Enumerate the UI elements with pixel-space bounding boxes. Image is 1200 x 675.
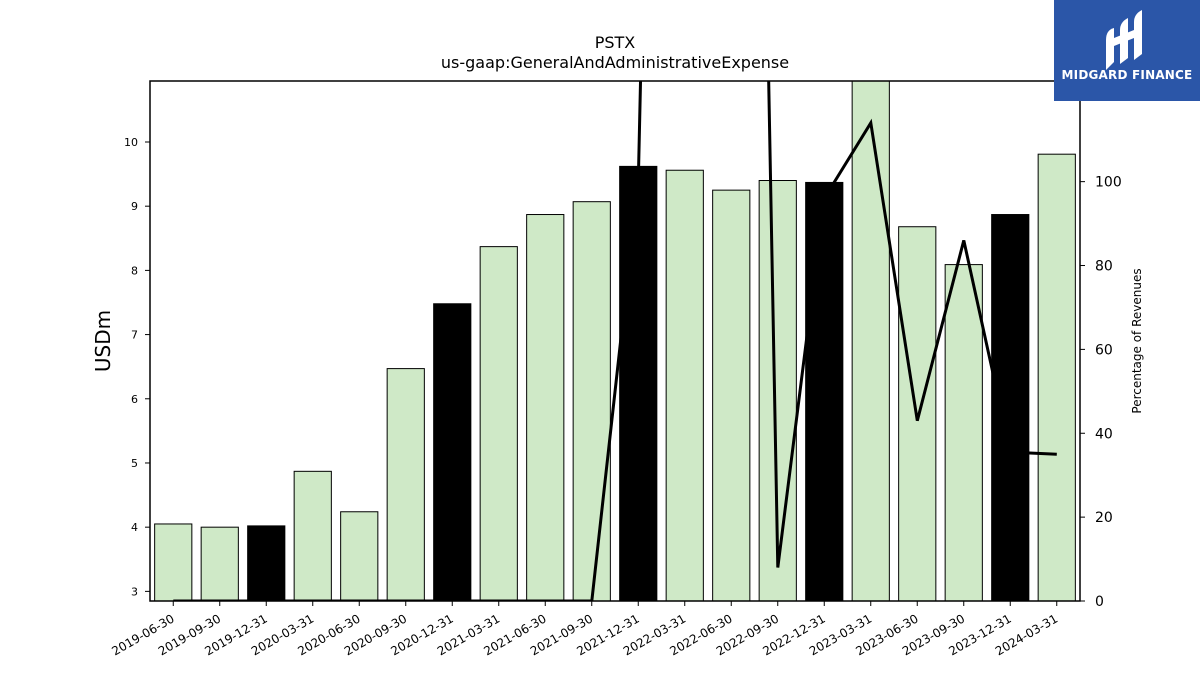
bar-2023-09-30: [944, 264, 983, 601]
y2-axis-label: Percentage of Revenues: [1130, 268, 1144, 413]
bar-2021-06-30: [526, 214, 565, 601]
bar-2023-12-31: [991, 214, 1030, 601]
y-tick-label: 6: [131, 393, 138, 406]
bar-2020-12-31: [433, 303, 472, 601]
midgard-finance-logo: MIDGARD FINANCE: [1054, 0, 1200, 101]
bar-2021-09-30: [572, 201, 611, 601]
y-tick-label: 4: [131, 521, 138, 534]
y-tick-label: 7: [131, 329, 138, 342]
y2-tick-label: 40: [1095, 426, 1113, 442]
bar-2022-12-31: [805, 181, 844, 601]
bar-2024-03-31: [1037, 153, 1076, 601]
bar-2021-03-31: [479, 246, 518, 601]
bar-2020-03-31: [293, 470, 332, 601]
y2-tick-label: 60: [1095, 342, 1113, 358]
revenue-percentage-line: [173, 81, 1057, 601]
y-tick-label: 10: [124, 136, 138, 149]
y-tick-label: 3: [131, 585, 138, 598]
bar-2019-12-31: [247, 525, 286, 601]
bar-2022-03-31: [665, 169, 704, 601]
plot-frame: [149, 80, 1081, 602]
chart-subtitle: us-gaap:GeneralAndAdministrativeExpense: [441, 53, 789, 72]
midgard-m-logo-icon: [1106, 10, 1142, 70]
bar-2020-06-30: [340, 511, 379, 601]
y2-tick-label: 20: [1095, 510, 1113, 526]
y2-tick-label: 100: [1095, 175, 1122, 191]
bar-2019-06-30: [154, 523, 193, 601]
bar-2019-09-30: [200, 526, 239, 601]
chart-title: PSTX: [595, 33, 636, 52]
y2-tick-label: 0: [1095, 594, 1104, 610]
bar-2021-12-31: [619, 165, 658, 601]
bar-2023-03-31: [851, 81, 890, 601]
bar-2022-06-30: [712, 189, 751, 601]
logo-text: MIDGARD FINANCE: [1061, 68, 1193, 82]
y-axis-label: USDm: [91, 310, 115, 372]
y-tick-label: 5: [131, 457, 138, 470]
y-tick-label: 8: [131, 264, 138, 277]
y-tick-label: 9: [131, 200, 138, 213]
y2-tick-label: 80: [1095, 259, 1113, 275]
bar-2020-09-30: [386, 368, 425, 601]
